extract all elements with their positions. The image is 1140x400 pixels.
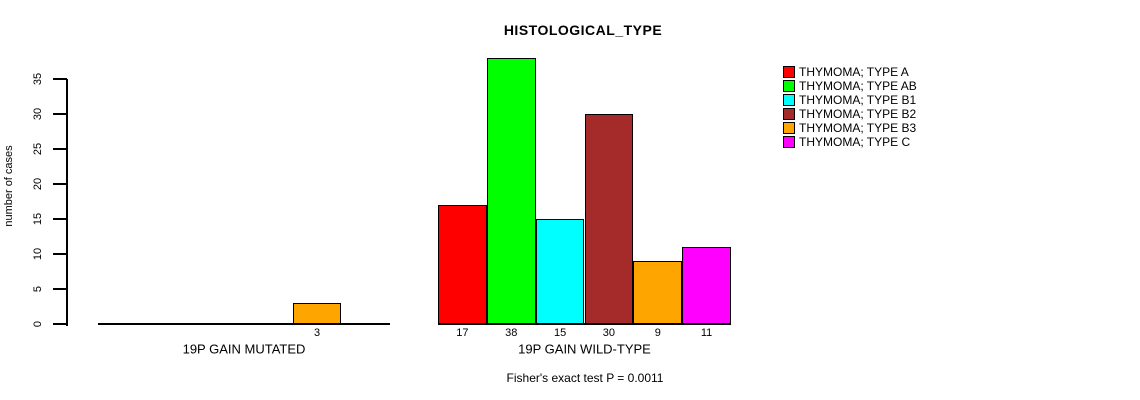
y-tick-label: 5: [32, 285, 44, 293]
y-tick: [53, 148, 67, 150]
y-tick: [53, 113, 67, 115]
group-baseline-19p-gain-mutated: [98, 323, 390, 325]
y-tick-label: 20: [32, 177, 44, 191]
y-tick: [53, 323, 67, 325]
y-tick: [53, 288, 67, 290]
bar-value-label: 15: [553, 326, 567, 339]
legend-swatch: [783, 80, 795, 92]
annotation-fisher-test: Fisher's exact test P = 0.0011: [506, 371, 664, 385]
y-tick-label: 0: [32, 320, 44, 328]
y-tick: [53, 183, 67, 185]
bar-value-label: 38: [505, 326, 518, 339]
legend-label: THYMOMA; TYPE AB: [799, 79, 917, 93]
y-tick-label: 15: [32, 212, 44, 226]
y-tick-label: 30: [32, 107, 44, 121]
legend-label: THYMOMA; TYPE A: [799, 65, 909, 79]
bar-type-ab-19p-gain-wild-type: [486, 58, 536, 324]
bar-type-a-19p-gain-wild-type: [438, 205, 487, 324]
bar-value-label: 11: [700, 326, 713, 339]
y-tick-label: 35: [32, 72, 44, 86]
group-baseline-19p-gain-wild-type: [438, 323, 731, 325]
legend-swatch: [783, 66, 795, 78]
legend-swatch: [783, 108, 795, 120]
bar-type-b3-19p-gain-mutated: [292, 303, 342, 324]
legend-swatch: [783, 94, 795, 106]
bar-value-label: 17: [456, 326, 469, 339]
y-tick-label: 25: [32, 142, 44, 156]
bar-type-b3-19p-gain-wild-type: [633, 261, 683, 324]
bar-type-b2-19p-gain-wild-type: [584, 114, 634, 324]
legend-label: THYMOMA; TYPE B2: [799, 107, 917, 121]
y-tick: [53, 218, 67, 220]
y-tick-label: 10: [32, 247, 44, 261]
x-group-label-19p-gain-wild-type: 19P GAIN WILD-TYPE: [518, 341, 651, 356]
legend-label: THYMOMA; TYPE B1: [799, 93, 917, 107]
bar-value-label: 3: [313, 326, 321, 339]
legend-swatch: [783, 136, 795, 148]
legend-swatch: [783, 122, 795, 134]
bar-value-label: 30: [602, 326, 616, 339]
legend-label: THYMOMA; TYPE B3: [799, 121, 917, 135]
legend-label: THYMOMA; TYPE C: [799, 135, 911, 149]
y-tick: [53, 253, 67, 255]
bar-type-c-19p-gain-wild-type: [682, 247, 731, 324]
y-tick: [53, 78, 67, 80]
x-group-label-19p-gain-mutated: 19P GAIN MUTATED: [182, 341, 306, 356]
chart-title: HISTOLOGICAL_TYPE: [503, 22, 663, 38]
y-axis-label: number of cases: [3, 145, 15, 227]
bar-value-label: 9: [654, 326, 661, 339]
y-axis-line: [66, 79, 68, 326]
bar-type-b1-19p-gain-wild-type: [535, 219, 585, 324]
